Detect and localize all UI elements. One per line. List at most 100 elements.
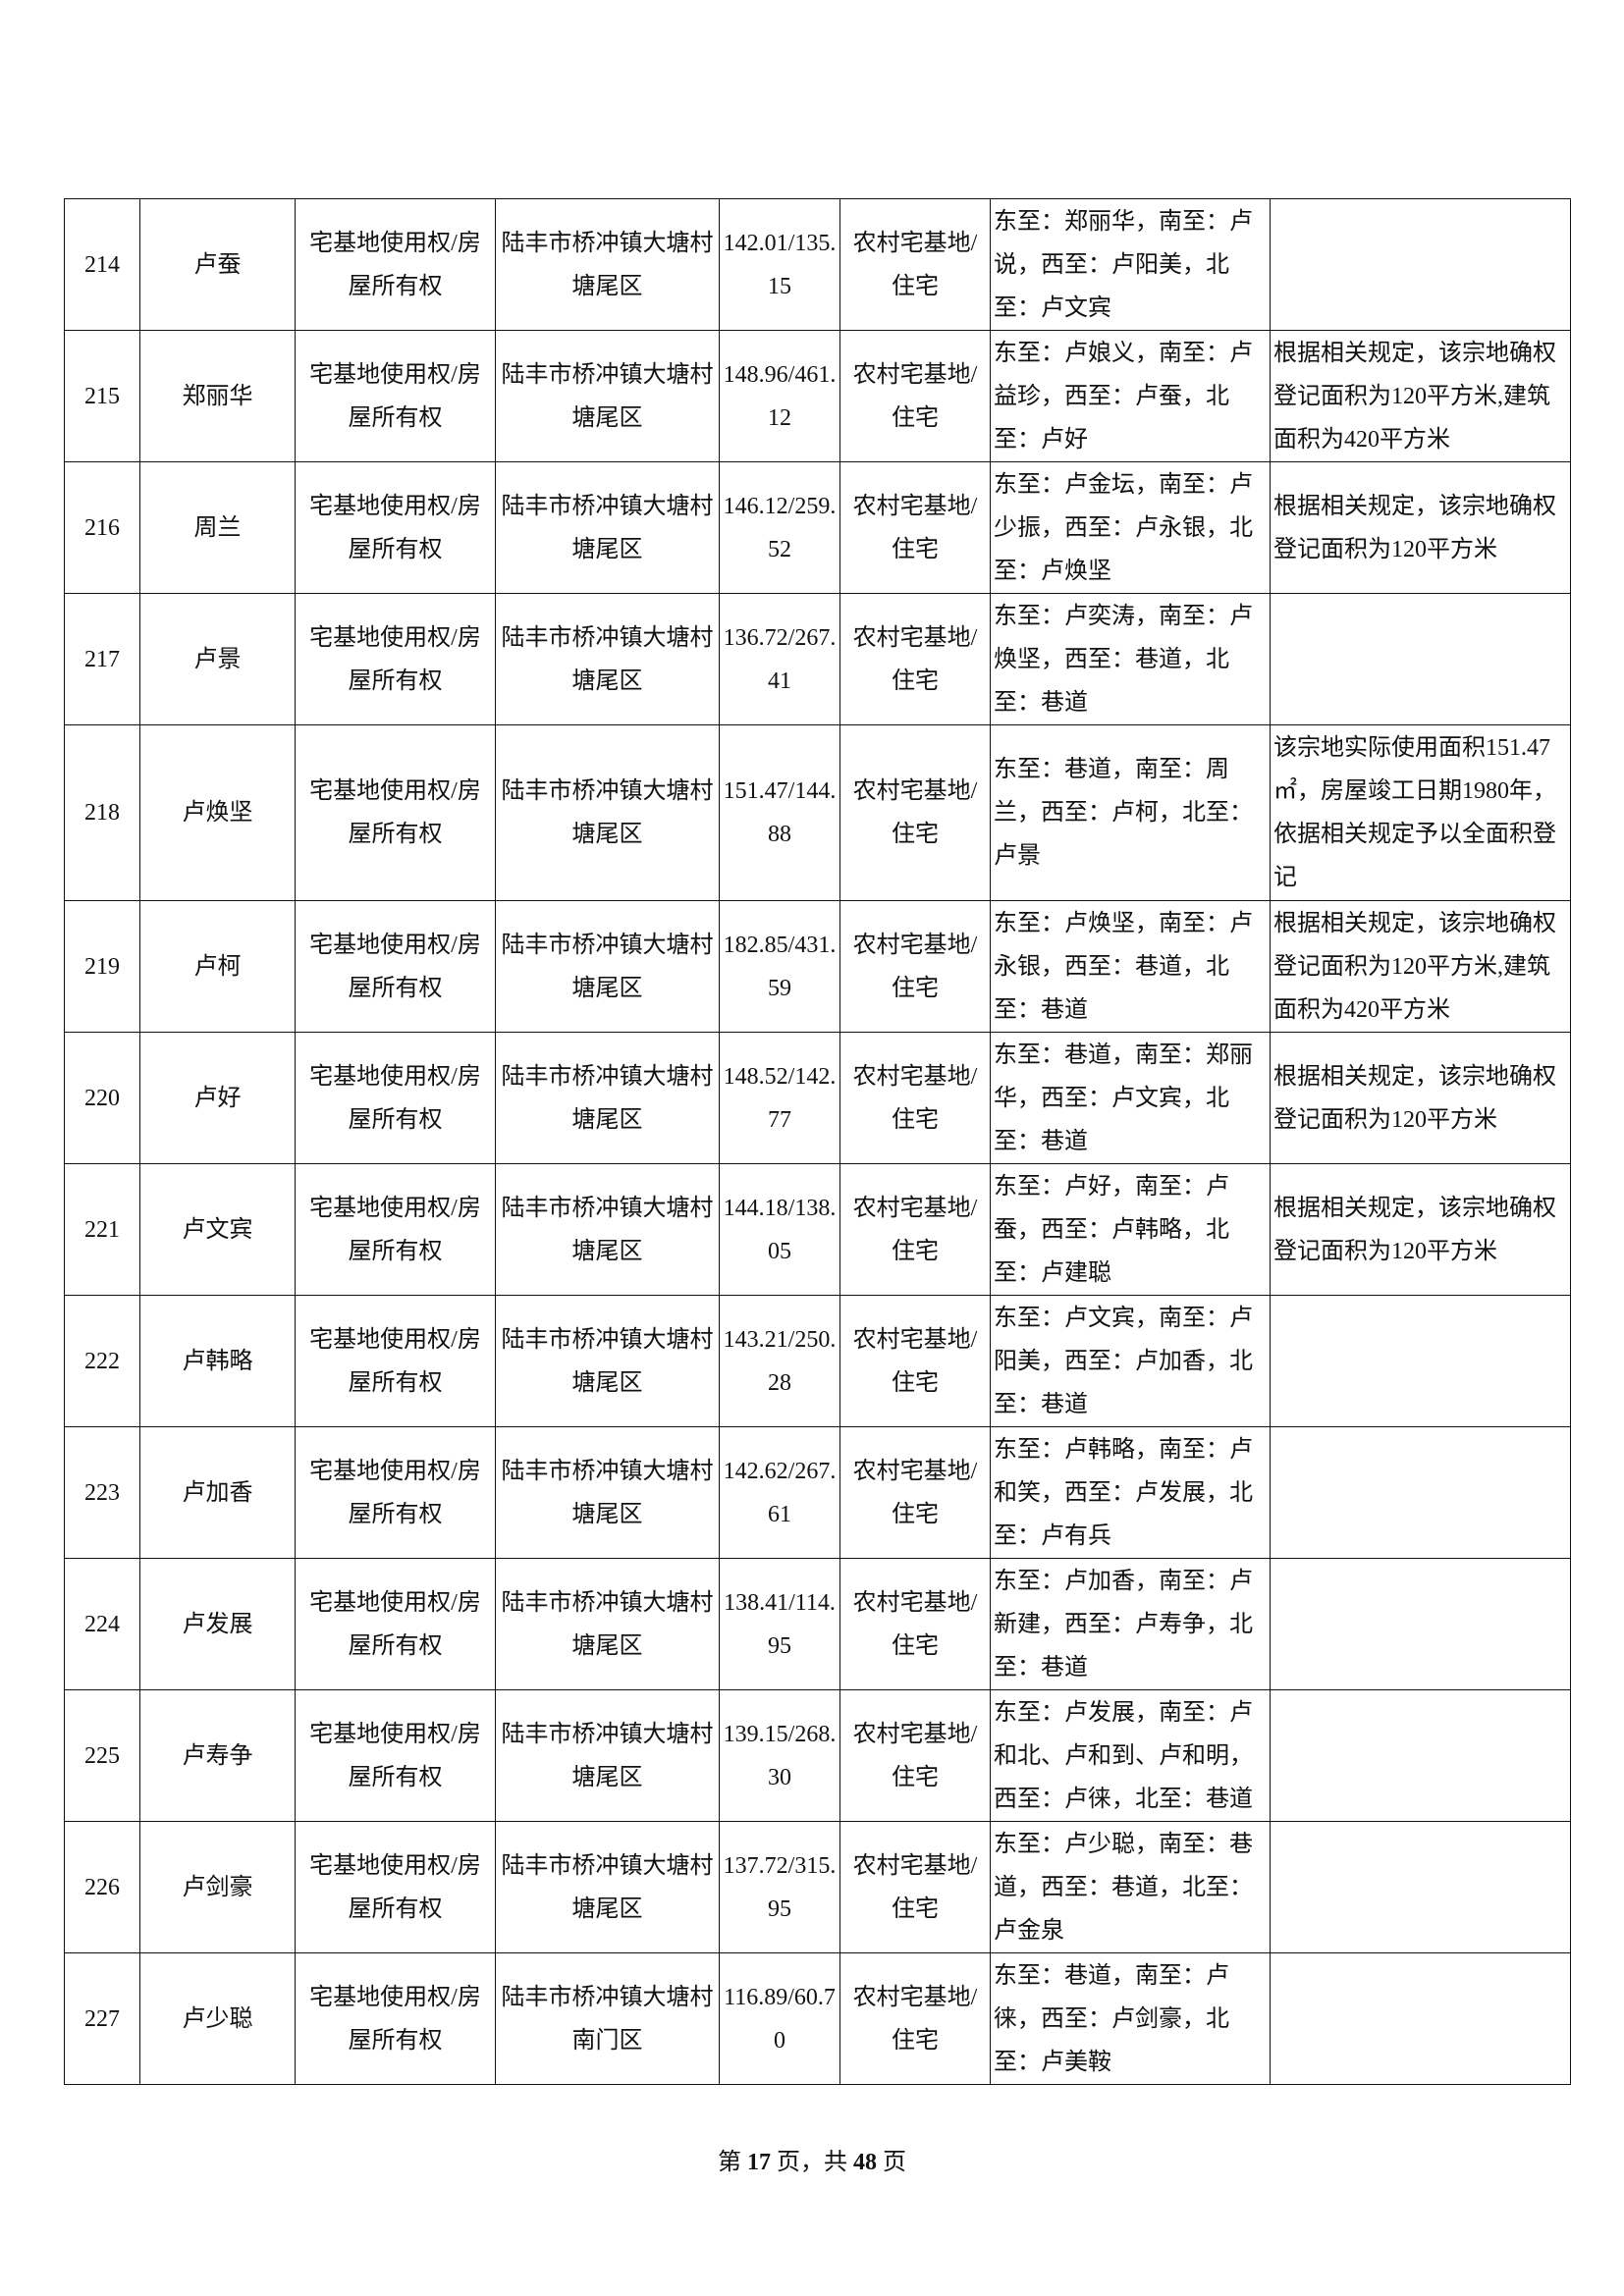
boundary-cell: 东至：郑丽华，南至：卢说，西至：卢阳美，北至：卢文宾 bbox=[990, 198, 1271, 331]
row-number-cell: 225 bbox=[64, 1689, 140, 1822]
right-type-cell: 宅基地使用权/房屋所有权 bbox=[295, 1952, 496, 2085]
row-number-cell: 224 bbox=[64, 1558, 140, 1690]
land-use-cell: 农村宅基地/住宅 bbox=[839, 1426, 991, 1559]
right-type-cell: 宅基地使用权/房屋所有权 bbox=[295, 1163, 496, 1296]
area-cell: 138.41/114.95 bbox=[719, 1558, 840, 1690]
right-type-cell: 宅基地使用权/房屋所有权 bbox=[295, 724, 496, 901]
row-number-cell: 214 bbox=[64, 198, 140, 331]
boundary-cell: 东至：巷道，南至：周兰，西至：卢柯，北至：卢景 bbox=[990, 724, 1271, 901]
owner-name-cell: 郑丽华 bbox=[139, 330, 296, 462]
table-row: 218 卢焕坚 宅基地使用权/房屋所有权 陆丰市桥冲镇大塘村塘尾区 151.47/144… bbox=[64, 724, 1571, 901]
note-cell bbox=[1270, 1952, 1571, 2085]
row-number-cell: 216 bbox=[64, 461, 140, 594]
row-number-cell: 221 bbox=[64, 1163, 140, 1296]
row-number-cell: 218 bbox=[64, 724, 140, 901]
right-type-cell: 宅基地使用权/房屋所有权 bbox=[295, 1558, 496, 1690]
table-row: 224 卢发展 宅基地使用权/房屋所有权 陆丰市桥冲镇大塘村塘尾区 138.41/114… bbox=[64, 1558, 1571, 1690]
table-row: 219 卢柯 宅基地使用权/房屋所有权 陆丰市桥冲镇大塘村塘尾区 182.85/431.… bbox=[64, 900, 1571, 1033]
owner-name-cell: 卢文宾 bbox=[139, 1163, 296, 1296]
area-cell: 151.47/144.88 bbox=[719, 724, 840, 901]
boundary-cell: 东至：卢金坛，南至：卢少振，西至：卢永银，北至：卢焕坚 bbox=[990, 461, 1271, 594]
area-cell: 142.01/135.15 bbox=[719, 198, 840, 331]
note-cell: 根据相关规定，该宗地确权登记面积为120平方米 bbox=[1270, 1032, 1571, 1164]
row-number-cell: 219 bbox=[64, 900, 140, 1033]
area-cell: 148.96/461.12 bbox=[719, 330, 840, 462]
note-cell bbox=[1270, 1426, 1571, 1559]
note-cell: 根据相关规定，该宗地确权登记面积为120平方米 bbox=[1270, 1163, 1571, 1296]
boundary-cell: 东至：卢发展，南至：卢和北、卢和到、卢和明，西至：卢徕，北至：巷道 bbox=[990, 1689, 1271, 1822]
land-use-cell: 农村宅基地/住宅 bbox=[839, 900, 991, 1033]
location-cell: 陆丰市桥冲镇大塘村塘尾区 bbox=[495, 198, 720, 331]
owner-name-cell: 卢加香 bbox=[139, 1426, 296, 1559]
table-row: 221 卢文宾 宅基地使用权/房屋所有权 陆丰市桥冲镇大塘村塘尾区 144.18/138… bbox=[64, 1163, 1571, 1296]
owner-name-cell: 卢焕坚 bbox=[139, 724, 296, 901]
area-cell: 116.89/60.70 bbox=[719, 1952, 840, 2085]
location-cell: 陆丰市桥冲镇大塘村塘尾区 bbox=[495, 1689, 720, 1822]
boundary-cell: 东至：卢加香，南至：卢新建，西至：卢寿争，北至：巷道 bbox=[990, 1558, 1271, 1690]
boundary-cell: 东至：巷道，南至：郑丽华，西至：卢文宾，北至：巷道 bbox=[990, 1032, 1271, 1164]
owner-name-cell: 卢好 bbox=[139, 1032, 296, 1164]
boundary-cell: 东至：卢奕涛，南至：卢焕坚，西至：巷道，北至：巷道 bbox=[990, 593, 1271, 725]
table-row: 225 卢寿争 宅基地使用权/房屋所有权 陆丰市桥冲镇大塘村塘尾区 139.15/268… bbox=[64, 1689, 1571, 1822]
area-cell: 136.72/267.41 bbox=[719, 593, 840, 725]
land-use-cell: 农村宅基地/住宅 bbox=[839, 1032, 991, 1164]
row-number-cell: 217 bbox=[64, 593, 140, 725]
owner-name-cell: 卢柯 bbox=[139, 900, 296, 1033]
page-footer: 第 17 页，共 48 页 bbox=[0, 2142, 1624, 2176]
location-cell: 陆丰市桥冲镇大塘村塘尾区 bbox=[495, 1163, 720, 1296]
land-use-cell: 农村宅基地/住宅 bbox=[839, 1821, 991, 1953]
boundary-cell: 东至：卢少聪，南至：巷道，西至：巷道，北至：卢金泉 bbox=[990, 1821, 1271, 1953]
note-cell bbox=[1270, 198, 1571, 331]
boundary-cell: 东至：巷道，南至：卢徕，西至：卢剑豪，北至：卢美鞍 bbox=[990, 1952, 1271, 2085]
location-cell: 陆丰市桥冲镇大塘村塘尾区 bbox=[495, 1426, 720, 1559]
current-page: 17 bbox=[747, 2150, 771, 2175]
location-cell: 陆丰市桥冲镇大塘村塘尾区 bbox=[495, 900, 720, 1033]
table-row: 223 卢加香 宅基地使用权/房屋所有权 陆丰市桥冲镇大塘村塘尾区 142.62/267… bbox=[64, 1426, 1571, 1559]
location-cell: 陆丰市桥冲镇大塘村塘尾区 bbox=[495, 1032, 720, 1164]
right-type-cell: 宅基地使用权/房屋所有权 bbox=[295, 1821, 496, 1953]
owner-name-cell: 卢少聪 bbox=[139, 1952, 296, 2085]
table-row: 215 郑丽华 宅基地使用权/房屋所有权 陆丰市桥冲镇大塘村塘尾区 148.96/461… bbox=[64, 330, 1571, 462]
right-type-cell: 宅基地使用权/房屋所有权 bbox=[295, 1426, 496, 1559]
table-row: 214 卢蚕 宅基地使用权/房屋所有权 陆丰市桥冲镇大塘村塘尾区 142.01/135.… bbox=[64, 198, 1571, 331]
footer-suffix: 页 bbox=[883, 2150, 906, 2175]
boundary-cell: 东至：卢焕坚，南至：卢永银，西至：巷道，北至：巷道 bbox=[990, 900, 1271, 1033]
area-cell: 139.15/268.30 bbox=[719, 1689, 840, 1822]
note-cell bbox=[1270, 1295, 1571, 1427]
owner-name-cell: 卢发展 bbox=[139, 1558, 296, 1690]
note-cell bbox=[1270, 1689, 1571, 1822]
right-type-cell: 宅基地使用权/房屋所有权 bbox=[295, 1295, 496, 1427]
land-use-cell: 农村宅基地/住宅 bbox=[839, 198, 991, 331]
area-cell: 182.85/431.59 bbox=[719, 900, 840, 1033]
owner-name-cell: 周兰 bbox=[139, 461, 296, 594]
area-cell: 144.18/138.05 bbox=[719, 1163, 840, 1296]
right-type-cell: 宅基地使用权/房屋所有权 bbox=[295, 461, 496, 594]
boundary-cell: 东至：卢娘义，南至：卢益珍，西至：卢蚕，北至：卢好 bbox=[990, 330, 1271, 462]
table-row: 222 卢韩略 宅基地使用权/房屋所有权 陆丰市桥冲镇大塘村塘尾区 143.21/250… bbox=[64, 1295, 1571, 1427]
land-use-cell: 农村宅基地/住宅 bbox=[839, 593, 991, 725]
row-number-cell: 220 bbox=[64, 1032, 140, 1164]
table-row: 216 周兰 宅基地使用权/房屋所有权 陆丰市桥冲镇大塘村塘尾区 146.12/259.… bbox=[64, 461, 1571, 594]
table-row: 220 卢好 宅基地使用权/房屋所有权 陆丰市桥冲镇大塘村塘尾区 148.52/142.… bbox=[64, 1032, 1571, 1164]
note-cell: 根据相关规定，该宗地确权登记面积为120平方米,建筑面积为420平方米 bbox=[1270, 330, 1571, 462]
location-cell: 陆丰市桥冲镇大塘村塘尾区 bbox=[495, 330, 720, 462]
note-cell bbox=[1270, 1558, 1571, 1690]
row-number-cell: 226 bbox=[64, 1821, 140, 1953]
owner-name-cell: 卢寿争 bbox=[139, 1689, 296, 1822]
area-cell: 148.52/142.77 bbox=[719, 1032, 840, 1164]
location-cell: 陆丰市桥冲镇大塘村塘尾区 bbox=[495, 1295, 720, 1427]
owner-name-cell: 卢景 bbox=[139, 593, 296, 725]
boundary-cell: 东至：卢好，南至：卢蚕，西至：卢韩略，北至：卢建聪 bbox=[990, 1163, 1271, 1296]
row-number-cell: 223 bbox=[64, 1426, 140, 1559]
land-use-cell: 农村宅基地/住宅 bbox=[839, 1952, 991, 2085]
land-use-cell: 农村宅基地/住宅 bbox=[839, 1295, 991, 1427]
land-use-cell: 农村宅基地/住宅 bbox=[839, 1163, 991, 1296]
right-type-cell: 宅基地使用权/房屋所有权 bbox=[295, 330, 496, 462]
land-registry-table: 214 卢蚕 宅基地使用权/房屋所有权 陆丰市桥冲镇大塘村塘尾区 142.01/135.… bbox=[64, 198, 1571, 2085]
location-cell: 陆丰市桥冲镇大塘村塘尾区 bbox=[495, 593, 720, 725]
table-row: 226 卢剑豪 宅基地使用权/房屋所有权 陆丰市桥冲镇大塘村塘尾区 137.72/315… bbox=[64, 1821, 1571, 1953]
location-cell: 陆丰市桥冲镇大塘村塘尾区 bbox=[495, 461, 720, 594]
owner-name-cell: 卢韩略 bbox=[139, 1295, 296, 1427]
land-use-cell: 农村宅基地/住宅 bbox=[839, 461, 991, 594]
right-type-cell: 宅基地使用权/房屋所有权 bbox=[295, 900, 496, 1033]
